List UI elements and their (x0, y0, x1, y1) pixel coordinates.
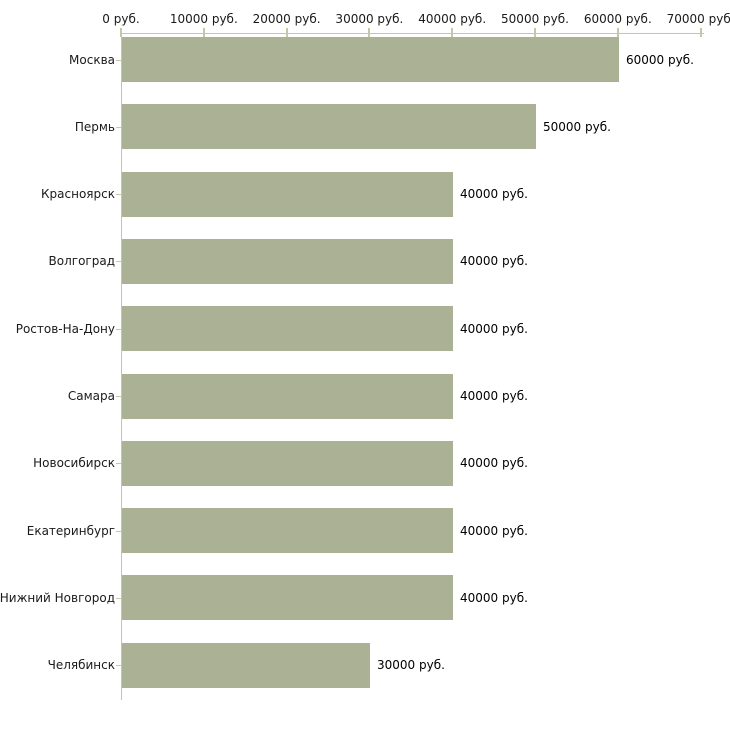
x-tick-label: 70000 руб. (666, 12, 730, 26)
y-tick (116, 396, 121, 397)
category-label: Пермь (74, 119, 115, 134)
y-tick (116, 665, 121, 666)
category-label: Ростов-На-Дону (15, 321, 115, 336)
y-tick (116, 598, 121, 599)
category-label: Челябинск (47, 658, 115, 673)
bar (122, 642, 370, 688)
value-label: 40000 руб. (460, 321, 528, 336)
value-label: 30000 руб. (377, 658, 445, 673)
x-tick-label: 60000 руб. (583, 12, 652, 26)
bar (122, 104, 536, 150)
x-tick (285, 28, 288, 37)
bar (122, 171, 453, 217)
value-label: 40000 руб. (460, 254, 528, 269)
bar (122, 373, 453, 419)
x-tick (451, 28, 454, 37)
x-tick (120, 28, 122, 37)
category-label: Новосибирск (33, 456, 115, 471)
y-tick (116, 329, 121, 330)
x-tick-label: 10000 руб. (169, 12, 238, 26)
x-tick (202, 28, 205, 37)
value-label: 40000 руб. (460, 590, 528, 605)
x-tick (534, 28, 536, 37)
bar (122, 238, 453, 284)
x-tick-label: 50000 руб. (501, 12, 569, 26)
value-label: 60000 руб. (626, 52, 694, 67)
x-tick (368, 28, 371, 37)
value-label: 40000 руб. (460, 523, 528, 538)
x-tick-label: 30000 руб. (335, 12, 404, 26)
bar (122, 440, 453, 486)
y-tick (116, 194, 121, 195)
value-label: 40000 руб. (460, 456, 528, 471)
category-label: Нижний Новгород (0, 590, 115, 605)
y-axis-line (121, 33, 122, 700)
x-tick-label: 0 руб. (102, 12, 140, 26)
x-tick (616, 28, 619, 37)
bar (122, 575, 453, 621)
x-tick-label: 20000 руб. (252, 12, 321, 26)
y-tick (116, 531, 121, 532)
category-label: Волгоград (48, 254, 115, 269)
y-tick (116, 261, 121, 262)
y-tick (116, 127, 121, 128)
x-axis-line (121, 33, 704, 34)
value-label: 40000 руб. (460, 389, 528, 403)
category-label: Екатеринбург (26, 523, 115, 538)
category-label: Красноярск (41, 187, 115, 202)
bar (122, 37, 619, 82)
y-tick (116, 60, 121, 61)
category-label: Москва (69, 52, 115, 67)
category-label: Самара (67, 389, 115, 403)
x-tick-label: 40000 руб. (418, 12, 487, 26)
value-label: 40000 руб. (460, 187, 528, 202)
value-label: 50000 руб. (543, 119, 611, 134)
bar (122, 306, 453, 352)
bar (122, 508, 453, 554)
y-tick (116, 463, 121, 464)
x-tick (699, 28, 702, 37)
